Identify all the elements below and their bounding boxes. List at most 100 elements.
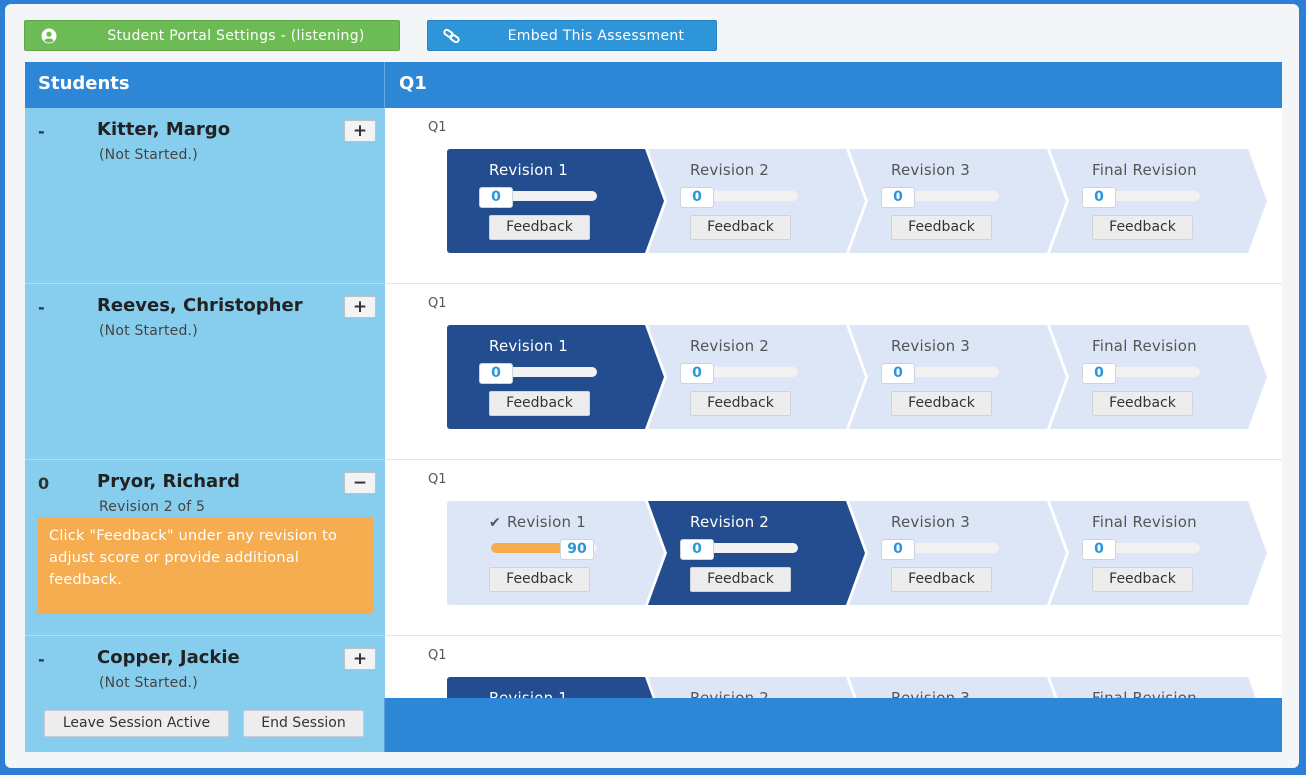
revision-title: Revision 3 bbox=[891, 513, 970, 531]
expand-toggle-button[interactable]: − bbox=[344, 472, 376, 494]
assessment-table: Students Q1 - Kitter, Margo (Not Started… bbox=[25, 62, 1282, 752]
score-slider[interactable] bbox=[692, 367, 798, 377]
score-slider[interactable] bbox=[1094, 191, 1200, 201]
student-score-marker: - bbox=[38, 298, 45, 317]
revision-step[interactable]: Final Revision 0 Feedback bbox=[1050, 149, 1267, 253]
feedback-button[interactable]: Feedback bbox=[489, 567, 590, 592]
score-slider[interactable] bbox=[1094, 367, 1200, 377]
feedback-button[interactable]: Feedback bbox=[1092, 391, 1193, 416]
student-name: Copper, Jackie bbox=[97, 647, 240, 668]
student-status: (Not Started.) bbox=[99, 147, 198, 163]
score-slider[interactable] bbox=[692, 543, 798, 553]
student-score-marker: - bbox=[38, 122, 45, 141]
link-icon bbox=[428, 28, 476, 43]
revision-title: Revision 3 bbox=[891, 337, 970, 355]
revision-title: Revision 2 bbox=[690, 337, 769, 355]
revision-step[interactable]: Revision 2 0 Feedback bbox=[648, 325, 865, 429]
revision-title-text: Revision 2 bbox=[690, 161, 769, 179]
student-score-marker: - bbox=[38, 650, 45, 669]
student-cell: - Kitter, Margo (Not Started.) + bbox=[25, 108, 385, 284]
feedback-tip: Click "Feedback" under any revision to a… bbox=[37, 517, 373, 614]
feedback-button[interactable]: Feedback bbox=[690, 391, 791, 416]
student-status: Revision 2 of 5 bbox=[99, 499, 206, 515]
score-value[interactable]: 0 bbox=[680, 363, 714, 384]
score-value[interactable]: 0 bbox=[881, 363, 915, 384]
revision-title: Revision 1 bbox=[489, 161, 568, 179]
score-slider[interactable] bbox=[893, 367, 999, 377]
footer-actions: Leave Session Active End Session bbox=[25, 698, 385, 752]
score-value[interactable]: 0 bbox=[1082, 187, 1116, 208]
revision-step[interactable]: Revision 3 0 Feedback bbox=[849, 149, 1066, 253]
score-slider[interactable] bbox=[491, 367, 597, 377]
revision-title: Revision 2 bbox=[690, 689, 769, 698]
revision-title-text: Final Revision bbox=[1092, 513, 1197, 531]
revision-step[interactable]: Revision 3 0 Feedback bbox=[849, 677, 1066, 698]
table-footer: Leave Session Active End Session bbox=[25, 698, 1282, 752]
revision-title: Revision 2 bbox=[690, 513, 769, 531]
revision-title-text: Final Revision bbox=[1092, 337, 1197, 355]
question-label: Q1 bbox=[428, 472, 447, 487]
feedback-button[interactable]: Feedback bbox=[891, 215, 992, 240]
revision-step[interactable]: ✔ Revision 1 90 Feedback bbox=[447, 501, 664, 605]
score-slider[interactable] bbox=[491, 543, 597, 553]
feedback-button[interactable]: Feedback bbox=[690, 567, 791, 592]
revision-title: Final Revision bbox=[1092, 513, 1197, 531]
student-status: (Not Started.) bbox=[99, 323, 198, 339]
revision-title-text: Revision 3 bbox=[891, 161, 970, 179]
embed-assessment-button[interactable]: Embed This Assessment bbox=[427, 20, 717, 51]
score-value[interactable]: 0 bbox=[680, 539, 714, 560]
feedback-button[interactable]: Feedback bbox=[489, 391, 590, 416]
revision-step[interactable]: Revision 1 0 Feedback bbox=[447, 677, 664, 698]
score-value[interactable]: 0 bbox=[881, 187, 915, 208]
table-row: - Kitter, Margo (Not Started.) + Q1 Revi… bbox=[25, 108, 1282, 284]
student-rows: - Kitter, Margo (Not Started.) + Q1 Revi… bbox=[25, 108, 1282, 698]
student-cell: - Reeves, Christopher (Not Started.) + bbox=[25, 284, 385, 460]
feedback-button[interactable]: Feedback bbox=[489, 215, 590, 240]
score-slider[interactable] bbox=[893, 543, 999, 553]
revision-step[interactable]: Revision 1 0 Feedback bbox=[447, 325, 664, 429]
table-header: Students Q1 bbox=[25, 62, 1282, 108]
expand-toggle-button[interactable]: + bbox=[344, 120, 376, 142]
question-column-header: Q1 bbox=[399, 73, 427, 94]
end-session-button[interactable]: End Session bbox=[243, 710, 364, 737]
table-row: - Copper, Jackie (Not Started.) + Q1 Rev… bbox=[25, 636, 1282, 698]
expand-toggle-button[interactable]: + bbox=[344, 648, 376, 670]
score-value[interactable]: 90 bbox=[560, 539, 594, 560]
revision-title: Revision 1 bbox=[489, 689, 568, 698]
score-value[interactable]: 0 bbox=[479, 187, 513, 208]
score-value[interactable]: 0 bbox=[680, 187, 714, 208]
score-slider[interactable] bbox=[1094, 543, 1200, 553]
revision-step[interactable]: Final Revision 0 Feedback bbox=[1050, 501, 1267, 605]
score-slider[interactable] bbox=[692, 191, 798, 201]
feedback-button[interactable]: Feedback bbox=[690, 215, 791, 240]
score-value[interactable]: 0 bbox=[1082, 363, 1116, 384]
revision-step[interactable]: Revision 2 0 Feedback bbox=[648, 501, 865, 605]
score-value[interactable]: 0 bbox=[881, 539, 915, 560]
student-name: Pryor, Richard bbox=[97, 471, 240, 492]
score-value[interactable]: 0 bbox=[479, 363, 513, 384]
feedback-button[interactable]: Feedback bbox=[1092, 567, 1193, 592]
question-cell: Q1 Revision 1 0 Feedback Revision 2 0 Fe… bbox=[385, 108, 1282, 284]
revision-title-text: Revision 1 bbox=[489, 689, 568, 698]
portal-button-label: Student Portal Settings - (listening) bbox=[107, 27, 365, 44]
revision-title-text: Final Revision bbox=[1092, 161, 1197, 179]
revision-step[interactable]: Revision 3 0 Feedback bbox=[849, 501, 1066, 605]
score-slider[interactable] bbox=[893, 191, 999, 201]
question-label: Q1 bbox=[428, 296, 447, 311]
score-slider[interactable] bbox=[491, 191, 597, 201]
revision-step[interactable]: Final Revision 0 Feedback bbox=[1050, 677, 1267, 698]
revision-step[interactable]: Final Revision 0 Feedback bbox=[1050, 325, 1267, 429]
feedback-button[interactable]: Feedback bbox=[1092, 215, 1193, 240]
score-value[interactable]: 0 bbox=[1082, 539, 1116, 560]
revision-step[interactable]: Revision 2 0 Feedback bbox=[648, 149, 865, 253]
feedback-button[interactable]: Feedback bbox=[891, 567, 992, 592]
feedback-button[interactable]: Feedback bbox=[891, 391, 992, 416]
revision-step[interactable]: Revision 2 0 Feedback bbox=[648, 677, 865, 698]
revision-step[interactable]: Revision 1 0 Feedback bbox=[447, 149, 664, 253]
table-row: - Reeves, Christopher (Not Started.) + Q… bbox=[25, 284, 1282, 460]
revision-step[interactable]: Revision 3 0 Feedback bbox=[849, 325, 1066, 429]
expand-toggle-button[interactable]: + bbox=[344, 296, 376, 318]
leave-session-active-button[interactable]: Leave Session Active bbox=[44, 710, 229, 737]
student-portal-settings-button[interactable]: Student Portal Settings - (listening) bbox=[24, 20, 400, 51]
revision-title: Revision 3 bbox=[891, 161, 970, 179]
